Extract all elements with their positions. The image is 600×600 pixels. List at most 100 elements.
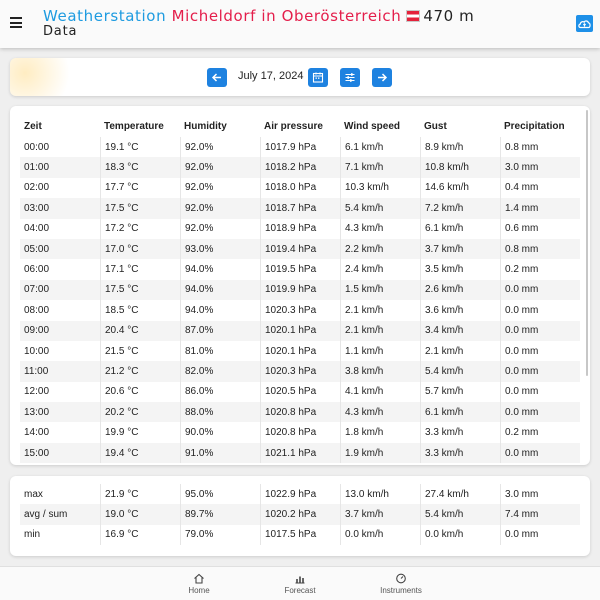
- table-cell: 5.4 km/h: [420, 361, 500, 382]
- column-header: Air pressure: [264, 121, 323, 132]
- table-row: 14:00 19.9 °C 90.0% 1020.8 hPa 1.8 km/h 3.3 k…: [20, 422, 580, 443]
- gauge-icon: [396, 573, 406, 584]
- hourly-data-table: Zeit Temperature Humidity Air pressure Wind …: [20, 116, 580, 464]
- table-row: 11:00 21.2 °C 82.0% 1020.3 hPa 3.8 km/h 5.4 k…: [20, 361, 580, 382]
- table-cell: 1020.1 hPa: [260, 320, 340, 341]
- table-cell: 3.3 km/h: [420, 442, 500, 464]
- table-cell: 1020.1 hPa: [260, 340, 340, 362]
- table-cell: 92.0%: [180, 198, 260, 219]
- table-cell: 5.7 km/h: [420, 381, 500, 403]
- table-cell: 02:00: [24, 182, 50, 194]
- table-cell: 17.2 °C: [100, 218, 180, 239]
- table-cell: 91.0%: [180, 442, 260, 464]
- table-cell: 20.4 °C: [100, 320, 180, 341]
- table-cell: 10.8 km/h: [420, 157, 500, 178]
- hamburger-menu-icon[interactable]: [10, 17, 22, 28]
- table-cell: 1021.1 hPa: [260, 442, 340, 464]
- station-title: Weatherstation Micheldorf in Oberösterre…: [43, 7, 474, 25]
- table-cell: 0.0 mm: [500, 340, 580, 362]
- table-cell: 3.3 km/h: [420, 422, 500, 443]
- hourly-data-card[interactable]: Zeit Temperature Humidity Air pressure Wind …: [10, 106, 590, 465]
- title-altitude: 470 m: [423, 7, 475, 25]
- table-cell: 14:00: [24, 427, 50, 439]
- table-cell: 07:00: [20, 279, 100, 301]
- table-cell: 17.1 °C: [100, 259, 180, 280]
- table-cell: 8.9 km/h: [420, 137, 500, 158]
- column-header: Precipitation: [504, 121, 565, 132]
- table-row: 09:00 20.4 °C 87.0% 1020.1 hPa 2.1 km/h 3.4 k…: [20, 320, 580, 341]
- table-cell: 5.4 km/h: [340, 198, 420, 219]
- table-cell: 3.0 mm: [500, 157, 580, 178]
- nav-instruments[interactable]: Instruments: [366, 573, 436, 595]
- table-cell: 10.3 km/h: [340, 177, 420, 199]
- table-row: 07:00 17.5 °C 94.0% 1019.9 hPa 1.5 km/h 2.6 k…: [20, 279, 580, 301]
- filter-settings-button[interactable]: [340, 68, 360, 87]
- table-cell: 0.8 mm: [500, 137, 580, 158]
- summary-cell: 89.7%: [180, 504, 260, 525]
- table-cell: 4.3 km/h: [340, 402, 420, 423]
- table-cell: 94.0%: [180, 300, 260, 321]
- table-row: 00:00 19.1 °C 92.0% 1017.9 hPa 6.1 km/h 8.9 k…: [20, 137, 580, 158]
- summary-table: max 21.9 °C 95.0% 1022.9 hPa 13.0 km/h 27.4 k…: [20, 484, 580, 546]
- table-cell: 1020.8 hPa: [260, 422, 340, 443]
- table-row: 05:00 17.0 °C 93.0% 1019.4 hPa 2.2 km/h 3.7 k…: [20, 238, 580, 260]
- nav-home-label: Home: [188, 586, 210, 595]
- table-cell: 1018.7 hPa: [260, 198, 340, 219]
- table-row: 13:00 20.2 °C 88.0% 1020.8 hPa 4.3 km/h 6.1 k…: [20, 402, 580, 423]
- table-cell: 1019.4 hPa: [260, 238, 340, 260]
- table-cell: 0.0 mm: [500, 381, 580, 403]
- cloud-upload-icon: [578, 20, 591, 29]
- table-row: 06:00 17.1 °C 94.0% 1019.5 hPa 2.4 km/h 3.5 k…: [20, 259, 580, 280]
- next-day-button[interactable]: [372, 68, 392, 87]
- home-icon: [194, 573, 204, 584]
- previous-day-button[interactable]: [207, 68, 227, 87]
- summary-cell: 16.9 °C: [100, 524, 180, 546]
- table-cell: 18.3 °C: [100, 157, 180, 178]
- arrow-left-icon: [211, 73, 221, 82]
- summary-cell: 3.0 mm: [500, 484, 580, 505]
- summary-cell: 7.4 mm: [500, 504, 580, 525]
- table-cell: 01:00: [20, 157, 100, 178]
- summary-row: max 21.9 °C 95.0% 1022.9 hPa 13.0 km/h 27.4 k…: [20, 484, 580, 505]
- summary-body: max 21.9 °C 95.0% 1022.9 hPa 13.0 km/h 27.4 k…: [20, 484, 580, 546]
- table-cell: 4.1 km/h: [340, 381, 420, 403]
- table-cell: 0.8 mm: [500, 238, 580, 260]
- table-cell: 6.1 km/h: [420, 218, 500, 239]
- table-cell: 1020.3 hPa: [260, 361, 340, 382]
- calendar-icon: [312, 72, 324, 83]
- table-cell: 2.2 km/h: [340, 238, 420, 260]
- summary-cell: 1020.2 hPa: [260, 504, 340, 525]
- table-cell: 6.1 km/h: [420, 402, 500, 423]
- table-cell: 11:00: [20, 361, 100, 382]
- table-cell: 0.0 mm: [500, 300, 580, 321]
- date-navigation: July 17, 2024: [10, 58, 590, 96]
- summary-cell: 0.0 mm: [500, 524, 580, 546]
- nav-forecast-label: Forecast: [284, 586, 316, 595]
- table-cell: 14.6 km/h: [420, 177, 500, 199]
- table-cell: 04:00: [24, 223, 50, 235]
- table-cell: 1020.5 hPa: [260, 381, 340, 403]
- table-cell: 3.8 km/h: [340, 361, 420, 382]
- table-cell: 1018.2 hPa: [260, 157, 340, 178]
- table-cell: 0.0 mm: [500, 402, 580, 423]
- table-cell: 3.5 km/h: [420, 259, 500, 280]
- column-header: Zeit: [24, 121, 42, 132]
- table-cell: 87.0%: [180, 320, 260, 341]
- summary-card: max 21.9 °C 95.0% 1022.9 hPa 13.0 km/h 27.4 k…: [10, 476, 590, 556]
- nav-forecast[interactable]: Forecast: [265, 573, 335, 595]
- table-row: 15:00 19.4 °C 91.0% 1021.1 hPa 1.9 km/h 3.3 k…: [20, 442, 580, 464]
- table-row: 12:00 20.6 °C 86.0% 1020.5 hPa 4.1 km/h 5.7 k…: [20, 381, 580, 403]
- cloud-upload-button[interactable]: [576, 15, 593, 32]
- table-cell: 00:00: [24, 141, 50, 153]
- summary-row: min 16.9 °C 79.0% 1017.5 hPa 0.0 km/h 0.0 km/…: [20, 524, 580, 546]
- summary-cell: 0.0 km/h: [340, 524, 420, 546]
- table-cell: 18.5 °C: [100, 300, 180, 321]
- nav-home[interactable]: Home: [164, 573, 234, 595]
- table-cell: 2.4 km/h: [340, 259, 420, 280]
- calendar-button[interactable]: [308, 68, 328, 87]
- table-scrollbar[interactable]: [586, 110, 588, 376]
- table-cell: 1017.9 hPa: [260, 137, 340, 158]
- table-cell: 19.1 °C: [100, 137, 180, 158]
- bottom-navigation: Home Forecast Instruments: [0, 566, 600, 600]
- column-header: Humidity: [184, 121, 227, 132]
